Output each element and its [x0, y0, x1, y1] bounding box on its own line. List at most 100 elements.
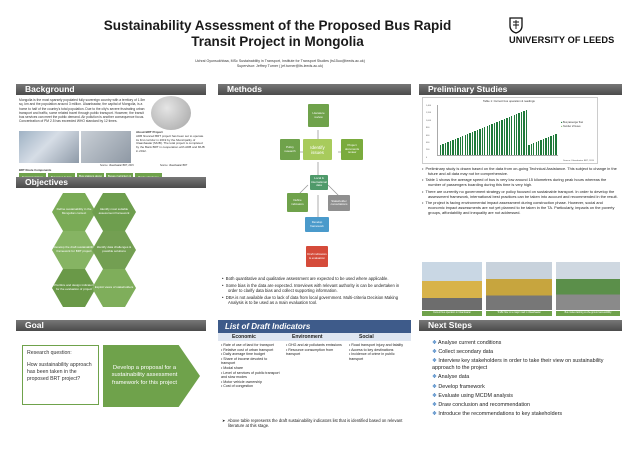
- section-header-objectives: Objectives: [16, 177, 206, 188]
- economic-item: • Cost of congestion: [221, 384, 254, 389]
- draft-footnote-text: Above table represents the draft sustain…: [227, 418, 403, 429]
- chart-y-ticks: 1,400 1,200 1,000 800 600 400 200 0: [426, 105, 432, 159]
- bus-photo-caption-2: Traffic flow on a major road in Ulaanbaa…: [486, 311, 552, 316]
- research-question-label: Research question:: [27, 350, 72, 356]
- methods-bullet-3: • DBA is not available due to lack of da…: [222, 295, 399, 306]
- method-node-stakeholders: Stakeholder consultations: [328, 195, 350, 211]
- method-node-policy: Policy research: [280, 139, 300, 160]
- globe-map-image: [151, 96, 191, 130]
- next-step-item: ❖ Collect secondary data: [432, 349, 494, 356]
- next-step-item: ❖ Draw conclusion and recommendation: [432, 401, 531, 408]
- method-node-framework: Develop framework: [305, 217, 329, 232]
- methods-bullets: • Both quantitative and qualitative asse…: [222, 276, 410, 307]
- chart-bar: [511, 116, 513, 155]
- chart-bar: [454, 139, 457, 155]
- economic-item: • Daily average time budget: [221, 352, 266, 357]
- methods-bullet-2: • Some bias in the data are expected. In…: [222, 283, 400, 294]
- legend-item-2: ■ Number of buses: [561, 125, 581, 128]
- bus-photo-1: [422, 262, 482, 310]
- chart-bar: [538, 141, 540, 155]
- chart-bar: [476, 130, 479, 155]
- prelim-bullet-4: • The project is facing environmental im…: [422, 200, 615, 215]
- methods-connector-lines: [292, 130, 345, 230]
- section-header-next-steps: Next Steps: [419, 320, 622, 331]
- chart-bar: [496, 122, 498, 155]
- bus-photo-3: [556, 262, 620, 310]
- method-node-literature: Literature review: [308, 104, 329, 127]
- objective-hex-4: Identify data challenges & possible solu…: [92, 231, 136, 269]
- legend-item-1: ■ Bus passenger flow: [561, 122, 584, 124]
- chart-bar: [518, 113, 520, 155]
- prelim-bullet-1: • Preliminary study is drawn based on th…: [422, 166, 617, 176]
- section-header-goal: Goal: [16, 320, 206, 331]
- chart-bar: [513, 115, 515, 155]
- chart-legend: ■ Bus passenger flow ■ Number of buses: [561, 122, 583, 129]
- chart-bar: [440, 145, 442, 155]
- brt-project-title: About BRT Project: [136, 130, 163, 134]
- authors-line-2: Supervisor: Jeffrey Turner ( jef.turner@…: [236, 64, 324, 68]
- method-node-identify-issues: Identify issues: [303, 139, 332, 160]
- chart-bar: [540, 140, 542, 155]
- method-node-local-data: Local & international data: [310, 175, 328, 190]
- university-logo-text: UNIVERSITY OF LEEDS: [509, 35, 615, 45]
- section-header-methods: Methods: [218, 84, 411, 95]
- bus-photo-caption-3: Bus routes lacking on-the-ground accessi…: [556, 311, 620, 316]
- brt-components-title: BRT Route Components: [19, 168, 52, 172]
- chart-bar: [498, 121, 501, 155]
- chart-bar: [471, 132, 474, 155]
- prelim-bullet-3: • There are currently no government stra…: [422, 188, 618, 199]
- chart-bar: [515, 114, 518, 155]
- title-line-2: Transit Project in Mongolia: [191, 34, 364, 49]
- chart-bar: [462, 136, 464, 155]
- header-economic: Economic: [232, 334, 256, 340]
- chart-plot-area: [437, 105, 558, 156]
- chart-bar: [457, 138, 459, 155]
- chart-bar: [459, 137, 461, 155]
- next-step-item: ❖ Introduce the recommendations to key s…: [432, 411, 563, 418]
- economic-item: • Modal share: [221, 365, 244, 370]
- goal-proposal-arrow: Develop a proposal for a sustainability …: [103, 345, 200, 407]
- chart-bar: [489, 125, 491, 155]
- chart-bar: [442, 144, 444, 155]
- chart-bar: [535, 142, 537, 155]
- chart-bar: [550, 136, 552, 155]
- section-header-background: Background: [16, 84, 206, 95]
- next-step-item: ❖ Interview key stakeholders in order to…: [432, 358, 604, 372]
- author-info: Uchral Oyunsukhbaa, MSc Sustainability i…: [120, 59, 440, 69]
- chart-bar: [469, 133, 471, 155]
- economic-indicators: • Rate of use of land for transport • Re…: [221, 343, 281, 389]
- bus-photo-2: [486, 262, 552, 310]
- photo-caption-1: Source: Ulaanbaatar BRT, 2015: [100, 164, 134, 167]
- social-item: • Incidence of crime in public transport: [349, 352, 395, 361]
- objective-hex-3: Develop the draft sustainability framewo…: [52, 231, 96, 269]
- photo-caption-2: Source: Ulaanbaatar BRT: [160, 164, 188, 167]
- chart-bar: [545, 138, 547, 155]
- chart-bar: [523, 111, 525, 155]
- social-item: • Access to key destinations: [349, 347, 394, 352]
- economic-item: • Relative cost of urban transport: [221, 347, 274, 352]
- methods-bullet-1: • Both quantitative and qualitative asse…: [222, 276, 389, 281]
- economic-item: • Motor vehicle ownership: [221, 379, 263, 384]
- ulaanbaatar-photo-2: [81, 131, 131, 163]
- objective-hex-1: Define sustainability in the Mongolian c…: [52, 193, 96, 231]
- authors-line-1: Uchral Oyunsukhbaa, MSc Sustainability i…: [195, 59, 365, 63]
- chart-bar: [474, 131, 476, 155]
- method-node-define-indicators: Define indicators: [287, 193, 308, 212]
- bus-photo-caption-1: Current bus operation in Ulaanbaatar: [422, 311, 482, 316]
- chart-bar: [449, 141, 452, 155]
- brt-project-text: ADB financed BRT project has been set to…: [136, 133, 205, 153]
- chart-bar: [528, 145, 530, 155]
- chart-bar: [506, 118, 508, 155]
- environment-item: • GHG and air pollutants emissions: [286, 343, 342, 347]
- economic-item: • Level of services of public transport …: [221, 370, 280, 380]
- chart-bar: [486, 126, 488, 155]
- chart-bar: [520, 112, 523, 155]
- environment-indicators: • GHG and air pollutants emissions • Res…: [286, 343, 343, 357]
- method-node-evaluation: Draft indicators & evaluation: [306, 246, 328, 267]
- chart-bar: [547, 137, 550, 155]
- background-text: Mongolia is the most sparsely populated …: [19, 98, 146, 124]
- chart-bar: [555, 134, 557, 155]
- chart-bar: [525, 110, 528, 155]
- chart-title: Table 1: Current bus operation & reading…: [483, 99, 535, 103]
- draft-footnote: ➤ Above table represents the draft susta…: [222, 418, 403, 429]
